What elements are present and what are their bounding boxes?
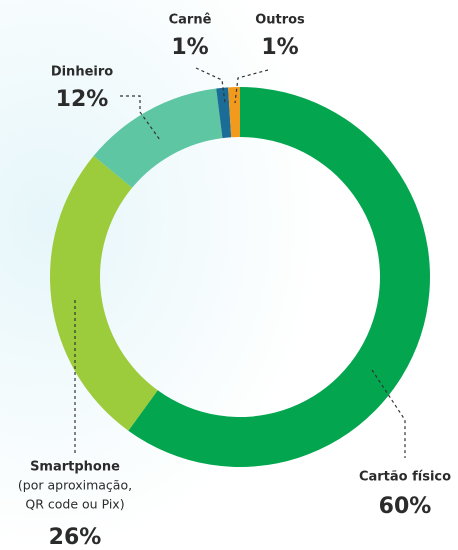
donut-slice xyxy=(49,155,158,431)
donut-slice xyxy=(216,87,232,139)
leader-line xyxy=(371,369,406,458)
category-detail: (por aproximação, xyxy=(18,478,132,493)
donut-slice xyxy=(128,87,430,467)
category-label: Carnê xyxy=(169,13,212,28)
leader-line xyxy=(195,67,226,104)
category-label: Dinheiro xyxy=(51,65,113,80)
leader-line xyxy=(234,69,269,104)
value-label: 12% xyxy=(56,87,109,112)
donut-slice xyxy=(228,87,240,138)
value-label: 1% xyxy=(171,35,208,60)
category-label: Outros xyxy=(255,13,305,28)
category-label: Smartphone xyxy=(30,460,120,475)
value-label: 26% xyxy=(49,525,102,550)
value-label: 60% xyxy=(379,494,432,519)
category-detail: QR code ou Pix) xyxy=(25,497,124,512)
category-label: Cartão físico xyxy=(359,470,451,485)
value-label: 1% xyxy=(261,35,298,60)
